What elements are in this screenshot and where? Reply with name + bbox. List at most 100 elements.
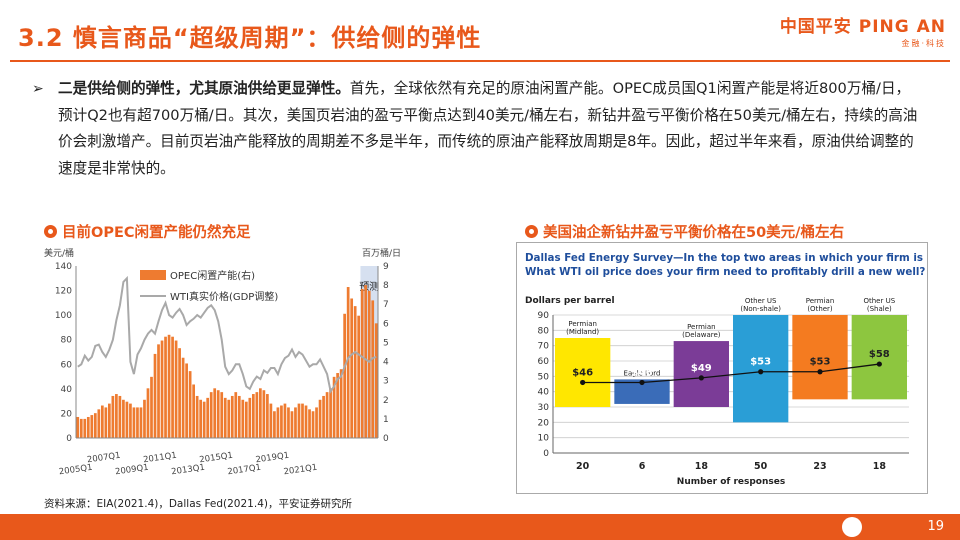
opec-bar [360, 288, 364, 438]
right-y-tick-label: 7 [383, 300, 389, 310]
breakeven-point [639, 379, 645, 386]
opec-bar [234, 392, 238, 438]
opec-bar [220, 392, 224, 438]
right-y-tick-label: 0 [383, 434, 389, 444]
legend-bar-label: OPEC闲置产能(右) [170, 269, 255, 282]
left-y-tick-label: 140 [55, 262, 72, 272]
category-label: Permian [806, 297, 835, 305]
opec-bar [125, 401, 129, 438]
opec-bar [336, 373, 339, 438]
opec-bar [311, 411, 315, 438]
body-paragraph: ➢ 二是供给侧的弹性，尤其原油供给更显弹性。首先，全球依然有充足的原油闲置产能。… [32, 76, 918, 182]
category-sublabel: (Shale) [867, 305, 892, 313]
left-chart-subtitle-text: 目前OPEC闲置产能仍然充足 [62, 225, 251, 241]
opec-bar [195, 395, 199, 438]
logo-main: 中国平安 PING AN [779, 17, 946, 37]
opec-bar [206, 397, 210, 438]
opec-bar [100, 405, 104, 438]
opec-bar [318, 399, 322, 438]
opec-bar [329, 388, 332, 438]
logo-sub: 金融·科技 [901, 39, 946, 48]
response-count-label: 50 [754, 461, 768, 472]
opec-bar [315, 407, 318, 438]
forecast-label: 预测 [359, 280, 379, 293]
opec-bar [255, 392, 259, 438]
category-label: Other US [745, 297, 777, 305]
opec-bar [357, 315, 361, 438]
left-y-tick-label: 80 [61, 336, 73, 346]
response-count-label: 20 [576, 461, 590, 472]
opec-bar [146, 388, 150, 438]
right-y-tick-label: 6 [383, 319, 389, 329]
legend-bar-swatch [140, 270, 166, 280]
y-tick-label: 0 [543, 449, 549, 459]
opec-bar [367, 290, 371, 438]
opec-bar [350, 298, 354, 438]
opec-bar [171, 336, 174, 438]
category-sublabel: (Other) [807, 305, 833, 313]
breakeven-line [582, 363, 880, 384]
opec-bar [174, 340, 178, 438]
opec-bar [374, 323, 378, 438]
opec-bar [153, 353, 157, 438]
y-tick-label: 60 [538, 357, 550, 367]
opec-bar [343, 313, 346, 438]
opec-bar [332, 376, 336, 438]
right-y-tick-label: 9 [383, 262, 389, 272]
opec-bar [237, 395, 241, 438]
y-tick-label: 10 [538, 434, 550, 444]
value-label: $58 [869, 349, 890, 360]
opec-bar [262, 390, 266, 438]
opec-bar [325, 392, 329, 438]
category-sublabel: (Delaware) [682, 331, 721, 339]
opec-bar [339, 369, 343, 438]
opec-bar [266, 394, 269, 438]
opec-bar [213, 388, 217, 438]
left-y-axis-label: 美元/桶 [44, 247, 74, 259]
x-tick-label: 2015Q1 [199, 451, 234, 466]
opec-bar [108, 403, 111, 438]
right-y-tick-label: 4 [383, 358, 389, 368]
category-label: Eagle Ford [624, 369, 661, 377]
opec-bar [188, 371, 192, 438]
chart-title-line1: Dallas Fed Energy Survey—In the top two … [525, 252, 927, 264]
opec-bar [93, 413, 97, 438]
opec-bar [216, 390, 220, 438]
opec-bar [287, 407, 290, 438]
opec-bar [209, 392, 213, 438]
circle-bullet-icon [44, 225, 57, 238]
range-box [733, 315, 789, 423]
opec-bar [297, 403, 301, 438]
x-tick-label: 2005Q1 [58, 463, 93, 478]
opec-bar [83, 418, 87, 438]
breakeven-point [758, 369, 764, 375]
body-bold-lead: 二是供给侧的弹性，尤其原油供给更显弹性。 [58, 80, 350, 97]
opec-bar [132, 407, 136, 438]
dallas-fed-chart: Dallas Fed Energy Survey—In the top two … [516, 242, 960, 494]
left-y-tick-label: 120 [55, 287, 72, 297]
opec-bar [164, 336, 167, 438]
opec-bar [115, 394, 118, 438]
category-label: Permian [568, 320, 597, 328]
category-label: Other US [863, 297, 895, 305]
opec-bar [301, 403, 304, 438]
opec-bar [76, 416, 80, 438]
category-sublabel: (Midland) [566, 328, 599, 336]
opec-bar [150, 376, 153, 438]
opec-bar [139, 407, 143, 438]
value-label: $46 [632, 367, 653, 378]
logo: 中国平安 PING AN 金融·科技 [780, 12, 946, 49]
y-tick-label: 40 [538, 388, 550, 398]
legend-line-label: WTI真实价格(GDP调整) [170, 290, 278, 303]
breakeven-point [698, 375, 704, 381]
opec-bar [364, 285, 368, 438]
response-count-label: 6 [639, 461, 646, 472]
opec-bar [185, 363, 188, 438]
x-tick-label: 2011Q1 [143, 451, 178, 466]
opec-bar [308, 409, 311, 438]
value-label: $46 [572, 367, 593, 378]
left-y-tick-label: 60 [61, 360, 73, 370]
right-chart-subtitle-text: 美国油企新钻井盈亏平衡价格在50美元/桶左右 [543, 225, 844, 241]
category-sublabel: (Non-shale) [740, 305, 781, 313]
y-tick-label: 20 [538, 418, 550, 428]
